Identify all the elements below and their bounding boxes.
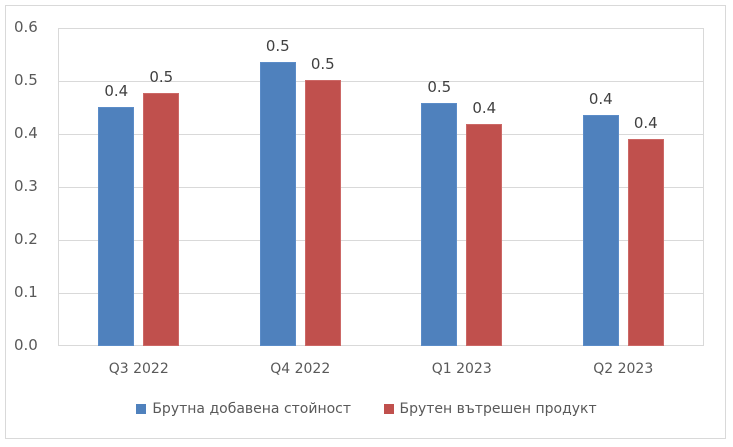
data-label: 0.5	[310, 54, 335, 73]
bar-gdp-q4-2022[interactable]	[304, 79, 341, 346]
bar-gva-q1-2023[interactable]	[421, 103, 458, 346]
bar-gva-q2-2023[interactable]	[582, 114, 619, 346]
data-label: 0.5	[265, 36, 290, 55]
y-tick-label: 0.2	[14, 230, 38, 248]
bar-gdp-q2-2023[interactable]	[627, 139, 664, 346]
gridline	[58, 134, 704, 135]
y-tick-label: 0.0	[14, 336, 38, 354]
legend-item-gdp[interactable]: Брутен вътрешен продукт	[383, 401, 597, 417]
gridline	[58, 81, 704, 82]
legend-label: Брутен вътрешен продукт	[399, 401, 597, 417]
x-tick-label: Q4 2022	[270, 361, 331, 377]
gridline	[58, 293, 704, 294]
x-tick-label: Q3 2022	[108, 361, 169, 377]
data-label: 0.5	[149, 68, 174, 87]
y-tick-label: 0.4	[14, 124, 38, 142]
bar-gdp-q1-2023[interactable]	[466, 123, 503, 346]
y-tick-label: 0.6	[14, 18, 38, 36]
bar-gva-q4-2022[interactable]	[259, 61, 296, 346]
legend-swatch-blue-icon	[136, 404, 147, 414]
gridline	[58, 187, 704, 188]
y-tick-label: 0.5	[14, 71, 38, 89]
x-tick-label: Q1 2023	[431, 361, 492, 377]
data-label: 0.4	[104, 81, 129, 100]
legend: Брутна добавена стойност Брутен вътрешен…	[0, 401, 733, 418]
data-label: 0.4	[633, 114, 658, 133]
bar-gva-q3-2022[interactable]	[98, 106, 135, 346]
legend-label: Брутна добавена стойност	[152, 401, 352, 417]
legend-swatch-red-icon	[383, 404, 394, 414]
gridline	[58, 240, 704, 241]
y-tick-label: 0.1	[14, 283, 38, 301]
y-tick-label: 0.3	[14, 177, 38, 195]
legend-item-gva[interactable]: Брутна добавена стойност	[136, 401, 351, 417]
data-label: 0.4	[588, 89, 613, 108]
data-label: 0.4	[472, 98, 497, 117]
data-label: 0.5	[427, 78, 452, 97]
x-tick-label: Q2 2023	[593, 361, 654, 377]
bar-gdp-q3-2022[interactable]	[143, 93, 180, 346]
